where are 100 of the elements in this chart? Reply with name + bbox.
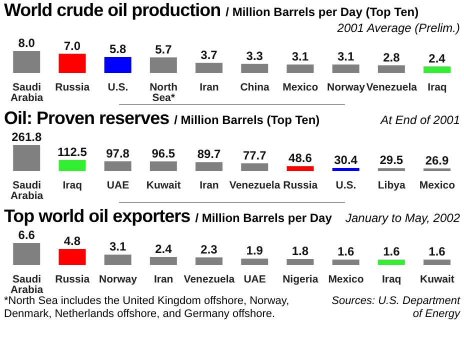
data-label: 7.0: [64, 38, 81, 53]
bar: [58, 54, 86, 73]
x-tick-label: U.S.: [108, 81, 128, 94]
bar: [58, 249, 86, 265]
bar: [13, 145, 40, 171]
bar: [378, 168, 405, 171]
data-label: 2.8: [383, 50, 400, 64]
data-label: 1.6: [337, 244, 354, 259]
data-label: 3.1: [109, 240, 126, 254]
x-tick-label: Russia: [283, 179, 318, 192]
data-label: 2.4: [428, 51, 446, 66]
data-label: 48.6: [288, 151, 312, 166]
text: January to May, 2002: [345, 211, 460, 225]
x-tick-label: Venezuela: [184, 273, 235, 286]
x-tick-label: Saudi Arabia: [10, 179, 44, 202]
data-label: 1.6: [383, 244, 400, 259]
chart-title: World crude oil production: [4, 0, 221, 21]
bar: [241, 258, 268, 265]
data-label: 112.5: [58, 144, 88, 159]
bar: [13, 243, 40, 265]
x-tick-label: Norway: [99, 273, 138, 286]
bar: [196, 62, 223, 73]
bar: [241, 163, 268, 171]
data-label: 77.7: [242, 148, 267, 162]
x-tick-label: Mexico: [328, 273, 364, 286]
chart-subtitle: / Million Barrels (Top Ten): [174, 113, 320, 127]
data-label: 2.4: [155, 242, 172, 256]
bar: [424, 168, 451, 171]
bar: [286, 64, 314, 73]
bar: [286, 166, 314, 171]
data-label: 89.7: [197, 147, 222, 162]
text: 2001 Average (Prelim.): [337, 21, 460, 35]
x-tick-label: Kuwait: [146, 179, 182, 192]
bar: [241, 64, 268, 73]
x-tick-label: Iran: [154, 273, 174, 286]
x-tick-label: Venezuela: [229, 179, 280, 192]
source-note: Sources: U.S. Department of Energy: [330, 295, 460, 321]
x-tick-label: Mexico: [282, 81, 318, 94]
bar: [150, 257, 177, 265]
x-tick-label: Iraq: [62, 179, 82, 192]
data-label: 1.9: [246, 244, 264, 258]
bar: [332, 168, 360, 171]
chart-subtitle: / Million Barrels per Day: [195, 211, 332, 225]
data-label: 30.4: [334, 152, 358, 167]
data-label: 97.8: [106, 146, 130, 160]
chart-title: Oil: Proven reserves: [4, 108, 170, 129]
data-label: 2.3: [200, 242, 218, 256]
x-tick-label: Nigeria: [282, 273, 318, 286]
data-label: 4.8: [64, 234, 81, 248]
data-label: 3.1: [337, 49, 354, 64]
x-tick-label: Iran: [200, 179, 219, 192]
x-tick-label: China: [240, 81, 270, 94]
x-tick-label: Russia: [55, 273, 90, 286]
x-tick-label: UAE: [106, 179, 130, 192]
bar: [332, 260, 360, 265]
data-label: 3.7: [200, 48, 218, 62]
x-tick-label: Russia: [55, 81, 90, 94]
data-label: 96.5: [152, 146, 176, 160]
data-label: 29.5: [380, 153, 404, 168]
data-label: 3.3: [246, 48, 264, 63]
bar: [332, 64, 360, 73]
x-tick-label: U.S.: [336, 179, 356, 192]
bar: [378, 65, 405, 73]
x-tick-label: Iraq: [382, 273, 402, 286]
x-tick-label: Saudi Arabia: [10, 273, 44, 296]
bar: [13, 51, 40, 73]
x-tick-label: Venezuela: [366, 81, 418, 94]
x-tick-label: UAE: [244, 273, 266, 286]
chart-subtitle: / Million Barrels per Day (Top Ten): [226, 5, 419, 19]
bar: [150, 161, 177, 171]
data-label: 1.6: [428, 244, 446, 259]
bar: [104, 57, 132, 73]
x-tick-label: Kuwait: [420, 273, 455, 286]
x-tick-label: Norway: [327, 81, 366, 94]
x-tick-label: Iran: [200, 81, 219, 94]
bar: [424, 66, 451, 73]
x-tick-label: Saudi Arabia: [10, 81, 44, 104]
bar: [104, 161, 132, 171]
x-tick-label: North Sea*: [150, 81, 178, 104]
data-label: 1.8: [292, 244, 309, 258]
bar: [104, 254, 132, 265]
data-label: 26.9: [425, 153, 450, 168]
data-label: 3.1: [292, 49, 309, 64]
data-label: 5.8: [109, 42, 126, 56]
text: At End of 2001: [380, 113, 460, 127]
data-label: 6.6: [18, 228, 36, 242]
bar: [196, 162, 223, 171]
x-tick-label: Iraq: [428, 81, 447, 94]
bar: [58, 160, 86, 171]
x-tick-label: Mexico: [419, 179, 456, 192]
text: *North Sea includes the United Kingdom offshore, Norway, Denmark, Netherlands offshore, and Germany offshore.: [4, 295, 290, 321]
chart-title: Top world oil exporters: [4, 206, 190, 227]
data-label: 8.0: [18, 36, 36, 50]
bar: [286, 259, 314, 265]
data-label: 261.8: [12, 130, 42, 144]
bar: [378, 260, 405, 265]
bar: [150, 57, 177, 73]
x-tick-label: Libya: [378, 179, 406, 192]
bar: [196, 257, 223, 265]
data-label: 5.7: [155, 42, 172, 56]
